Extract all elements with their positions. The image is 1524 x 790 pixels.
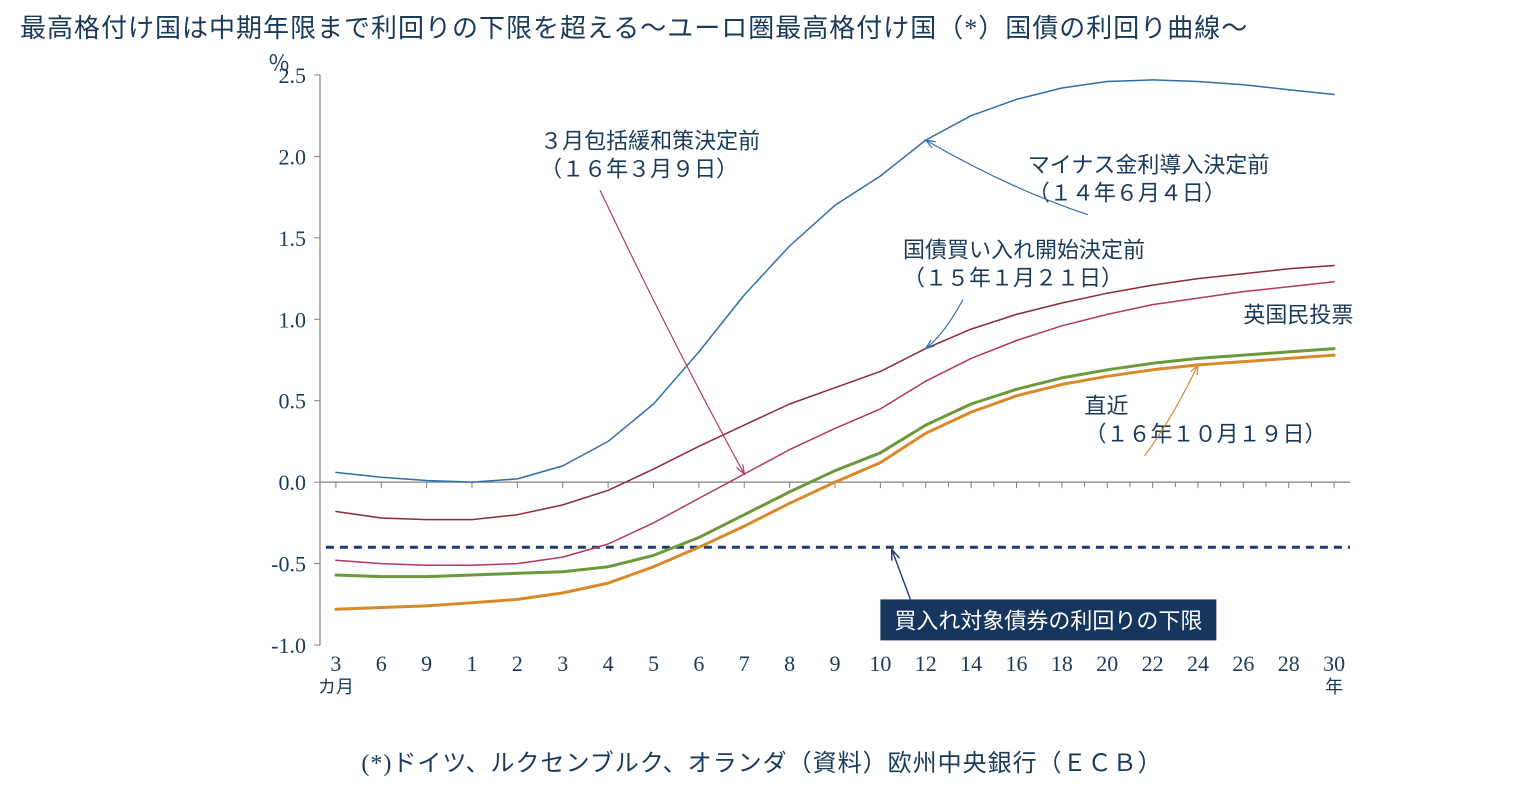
- annotation-text: （１６年１０月１９日）: [1085, 422, 1327, 447]
- x-tick-label: 3: [557, 651, 568, 676]
- annotation-text: ３月包括緩和策決定前: [540, 128, 760, 153]
- annotation-text: 国債買い入れ開始決定前: [903, 237, 1145, 262]
- y-unit-label: ％: [268, 51, 290, 76]
- chart: -1.0-0.50.00.51.01.52.02.5％3691234567891…: [320, 75, 1350, 645]
- x-tick-label: 14: [960, 651, 982, 676]
- x-tick-label: 8: [784, 651, 795, 676]
- x-tick-label: 10: [869, 651, 891, 676]
- x-unit-left: カ月: [318, 677, 354, 697]
- x-tick-label: 2: [512, 651, 523, 676]
- footnote: (*)ドイツ、ルクセンブルク、オランダ（資料）欧州中央銀行（ＥＣＢ）: [0, 743, 1524, 778]
- x-tick-label: 24: [1187, 651, 1209, 676]
- annotation-text: （１６年３月９日）: [540, 156, 738, 181]
- x-tick-label: 4: [603, 651, 614, 676]
- series-brexit_vote: [336, 349, 1334, 577]
- x-tick-label: 3: [330, 651, 341, 676]
- x-tick-label: 16: [1005, 651, 1027, 676]
- x-tick-label: 1: [467, 651, 478, 676]
- x-tick-label: 9: [421, 651, 432, 676]
- x-tick-label: 28: [1278, 651, 1300, 676]
- x-tick-label: 12: [915, 651, 937, 676]
- y-tick-label: -0.5: [271, 552, 306, 577]
- page: 最高格付け国は中期年限まで利回りの下限を超える～ユーロ圏最高格付け国（*）国債の…: [0, 0, 1524, 790]
- annotation-text: （１４年６月４日）: [1028, 181, 1226, 206]
- svg-text:買入れ対象債券の利回りの下限: 買入れ対象債券の利回りの下限: [894, 609, 1202, 634]
- annotation-text: 英国民投票: [1243, 303, 1353, 328]
- x-tick-label: 9: [830, 651, 841, 676]
- annotation-pre_mar16: ３月包括緩和策決定前 （１６年３月９日）: [540, 128, 760, 474]
- y-tick-label: 2.0: [279, 144, 307, 169]
- x-tick-label: 5: [648, 651, 659, 676]
- x-tick-label: 18: [1051, 651, 1073, 676]
- y-tick-label: 0.0: [279, 470, 307, 495]
- x-tick-label: 6: [693, 651, 704, 676]
- y-tick-label: 1.0: [279, 307, 307, 332]
- x-tick-label: 26: [1232, 651, 1254, 676]
- lower-bound-arrow: [892, 549, 911, 599]
- chart-svg: -1.0-0.50.00.51.01.52.02.5％3691234567891…: [320, 75, 1350, 645]
- x-tick-label: 22: [1142, 651, 1164, 676]
- annotation-latest: 直近 （１６年１０月１９日）: [1085, 365, 1327, 456]
- annotation-arrow: [600, 190, 744, 474]
- annotation-text: （１５年１月２１日）: [903, 265, 1123, 290]
- y-tick-label: 0.5: [279, 389, 307, 414]
- x-tick-label: 30: [1323, 651, 1345, 676]
- annotation-text: 直近: [1085, 394, 1129, 419]
- annotation-text: マイナス金利導入決定前: [1028, 153, 1270, 178]
- y-tick-label: -1.0: [271, 633, 306, 658]
- annotation-pre_neg_rate: マイナス金利導入決定前 （１４年６月４日）: [926, 140, 1270, 215]
- x-tick-label: 20: [1096, 651, 1118, 676]
- chart-title: 最高格付け国は中期年限まで利回りの下限を超える～ユーロ圏最高格付け国（*）国債の…: [20, 8, 1504, 45]
- x-tick-label: 7: [739, 651, 750, 676]
- y-tick-label: 1.5: [279, 226, 307, 251]
- lower-bound-label: 買入れ対象債券の利回りの下限: [880, 549, 1216, 640]
- annotation-brexit_vote: 英国民投票: [1243, 303, 1353, 328]
- x-tick-label: 6: [376, 651, 387, 676]
- x-unit-right: 年: [1325, 677, 1343, 697]
